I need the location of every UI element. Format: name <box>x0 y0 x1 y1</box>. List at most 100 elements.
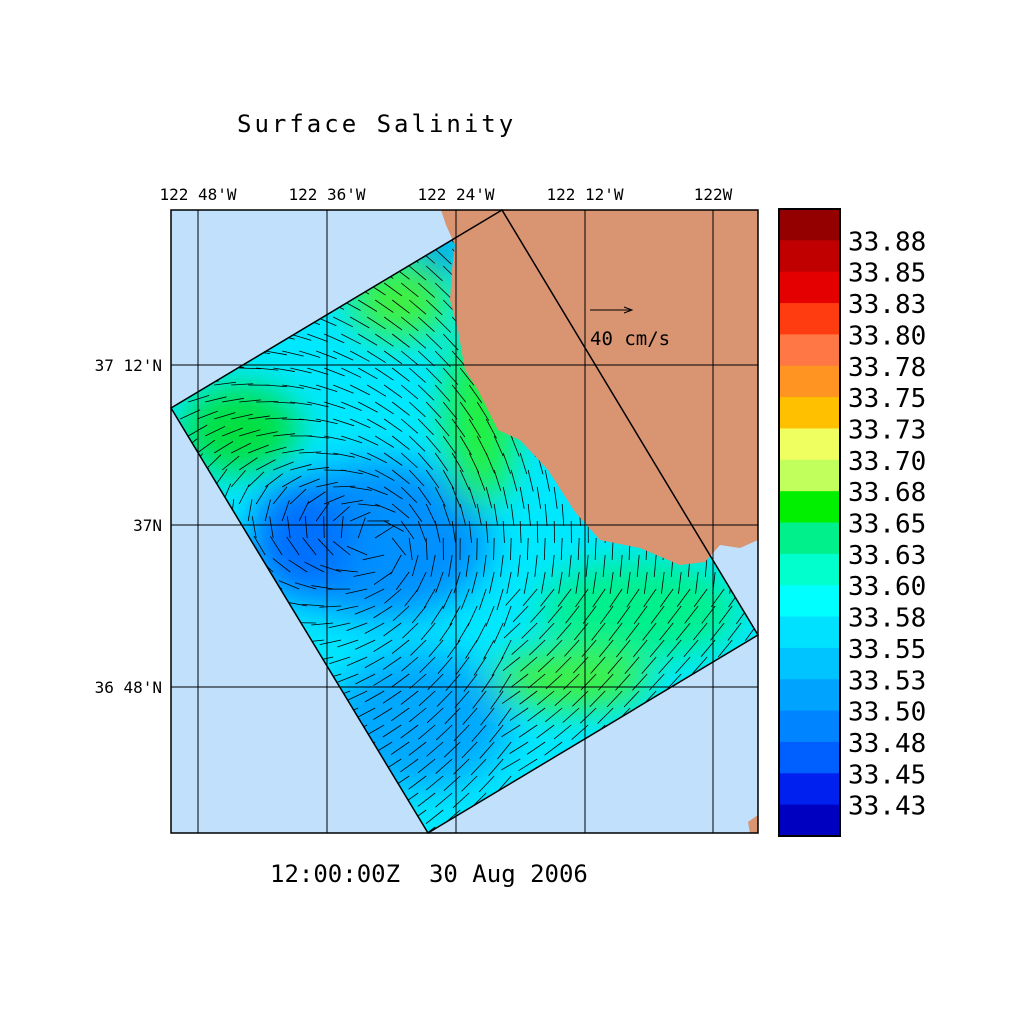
current-vector <box>530 605 546 623</box>
current-vector <box>255 459 276 471</box>
current-vector <box>536 724 555 739</box>
current-vector <box>362 554 385 561</box>
colorbar-band <box>780 209 839 241</box>
current-vector <box>565 605 580 624</box>
current-vector <box>400 690 419 705</box>
current-vector <box>278 580 300 590</box>
current-vector <box>357 517 366 539</box>
current-vector <box>575 571 580 594</box>
current-vector <box>400 724 419 739</box>
current-vector <box>355 673 376 685</box>
current-vector <box>251 516 257 539</box>
current-vector <box>502 452 511 474</box>
current-vector <box>374 367 394 381</box>
current-vector <box>373 605 393 619</box>
land-islet <box>748 815 758 833</box>
current-vector <box>442 503 451 525</box>
current-vector <box>551 554 555 577</box>
current-vector <box>265 384 288 388</box>
current-vector <box>585 554 589 577</box>
current-vector <box>374 469 395 482</box>
current-vector <box>307 401 329 408</box>
colorbar-band <box>780 553 839 586</box>
current-vector <box>485 605 495 627</box>
current-vector <box>239 429 261 437</box>
current-vector <box>718 605 733 624</box>
current-vector <box>282 418 305 421</box>
colorbar-band <box>780 303 839 335</box>
current-vector <box>425 333 443 350</box>
current-vector <box>340 516 344 539</box>
current-vector <box>520 656 538 672</box>
current-vector <box>443 775 461 792</box>
current-vector <box>230 442 252 454</box>
current-vector <box>425 367 442 384</box>
current-vector <box>299 478 320 488</box>
current-vector <box>505 588 521 606</box>
current-vector <box>501 690 521 704</box>
current-vector <box>502 656 521 671</box>
current-vector <box>408 367 426 383</box>
current-vector <box>400 452 418 469</box>
current-vector <box>439 622 453 642</box>
current-vector <box>383 418 403 433</box>
current-vector <box>425 435 441 454</box>
current-vector <box>642 622 657 641</box>
current-vector <box>547 605 563 624</box>
current-vector <box>536 690 555 706</box>
y-tick-label: 37 12'N <box>95 356 162 375</box>
current-vector <box>425 537 428 560</box>
current-vector <box>374 435 395 448</box>
current-vector <box>355 707 376 719</box>
current-vector <box>616 605 631 625</box>
current-vector <box>428 639 444 658</box>
current-vector <box>454 690 470 708</box>
current-vector <box>463 673 478 692</box>
current-vector <box>442 367 459 385</box>
current-vector <box>660 588 674 608</box>
current-vector <box>332 316 354 328</box>
current-vector <box>511 639 529 655</box>
current-vector <box>506 571 512 594</box>
current-vector <box>544 741 563 756</box>
current-vector <box>500 639 512 660</box>
current-vector <box>253 535 266 556</box>
current-vector <box>341 435 363 444</box>
current-vector <box>270 536 283 556</box>
current-vector <box>459 367 475 386</box>
current-vector <box>481 673 495 693</box>
current-vector <box>434 316 452 333</box>
current-vector <box>239 399 262 403</box>
current-vector <box>256 431 278 437</box>
current-vector <box>417 350 435 367</box>
current-vector <box>307 333 328 343</box>
current-vector <box>519 452 528 475</box>
colorbar-band <box>780 773 839 806</box>
current-vector <box>480 707 495 726</box>
current-vector <box>417 452 433 470</box>
current-vector <box>417 758 436 774</box>
current-vector <box>460 588 470 610</box>
current-vector <box>545 673 563 690</box>
current-vector <box>553 486 558 509</box>
vector-reference-label: 40 cm/s <box>590 328 670 350</box>
current-vector <box>290 367 312 374</box>
current-vector <box>692 622 708 641</box>
current-vector <box>411 605 427 624</box>
current-vector <box>509 741 529 754</box>
current-vector <box>493 435 504 457</box>
current-vector <box>408 299 427 315</box>
current-vector <box>336 569 359 573</box>
current-vector <box>188 395 210 403</box>
current-vector <box>661 571 665 594</box>
current-vector <box>364 588 385 600</box>
current-vector <box>757 350 758 373</box>
current-vector <box>417 384 435 401</box>
colorbar-label: 33.70 <box>848 447 926 477</box>
current-vector <box>766 334 771 355</box>
current-vector <box>766 266 773 287</box>
current-vector <box>467 605 478 627</box>
current-vector <box>442 435 457 455</box>
current-vector <box>248 415 271 420</box>
current-vector <box>553 724 572 740</box>
